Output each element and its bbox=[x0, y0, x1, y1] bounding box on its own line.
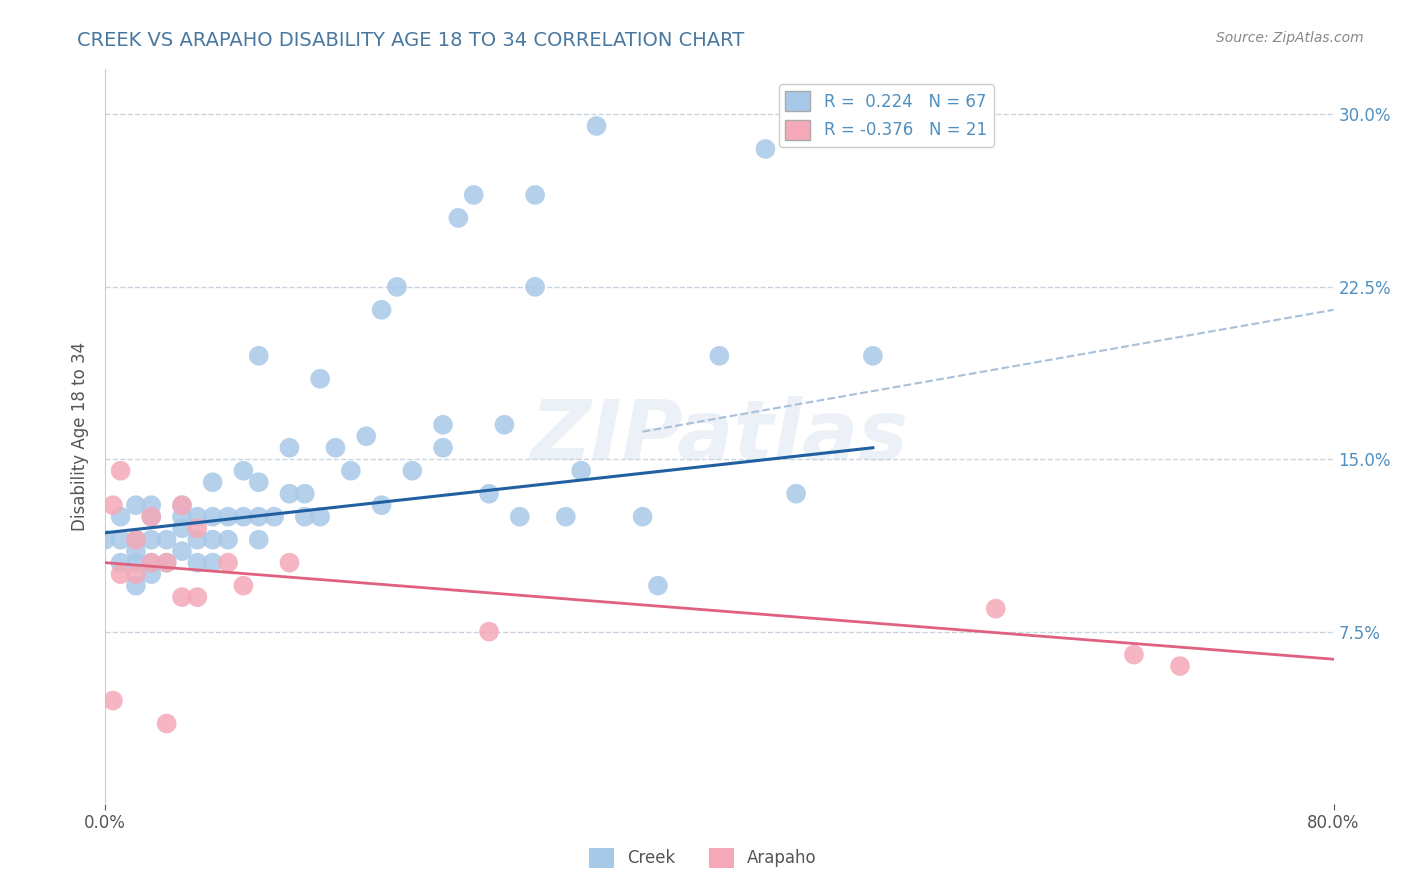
Point bbox=[494, 417, 516, 432]
Point bbox=[862, 349, 884, 363]
Point bbox=[186, 533, 208, 547]
Point bbox=[141, 509, 163, 524]
Point bbox=[401, 464, 423, 478]
Point bbox=[170, 521, 193, 535]
Point bbox=[110, 556, 132, 570]
Point bbox=[569, 464, 592, 478]
Point bbox=[217, 533, 239, 547]
Point bbox=[170, 498, 193, 512]
Point bbox=[509, 509, 531, 524]
Point bbox=[278, 441, 301, 455]
Text: ZIPatlas: ZIPatlas bbox=[530, 396, 908, 476]
Point bbox=[101, 498, 124, 512]
Point bbox=[585, 119, 607, 133]
Point bbox=[709, 349, 731, 363]
Point bbox=[101, 693, 124, 707]
Point bbox=[110, 567, 132, 582]
Point bbox=[186, 509, 208, 524]
Point bbox=[125, 544, 148, 558]
Point bbox=[201, 475, 224, 490]
Point bbox=[432, 441, 454, 455]
Point bbox=[247, 509, 270, 524]
Point bbox=[278, 556, 301, 570]
Point bbox=[170, 544, 193, 558]
Point bbox=[170, 509, 193, 524]
Point bbox=[141, 556, 163, 570]
Point bbox=[170, 590, 193, 604]
Point bbox=[125, 567, 148, 582]
Point bbox=[186, 556, 208, 570]
Point bbox=[1168, 659, 1191, 673]
Point bbox=[232, 464, 254, 478]
Point bbox=[447, 211, 470, 225]
Point bbox=[110, 533, 132, 547]
Point bbox=[340, 464, 363, 478]
Point bbox=[156, 533, 179, 547]
Point bbox=[294, 509, 316, 524]
Point bbox=[110, 464, 132, 478]
Point bbox=[94, 533, 117, 547]
Point bbox=[141, 498, 163, 512]
Point bbox=[186, 521, 208, 535]
Point bbox=[156, 556, 179, 570]
Point bbox=[309, 509, 332, 524]
Point bbox=[294, 486, 316, 500]
Point bbox=[984, 601, 1007, 615]
Point bbox=[125, 556, 148, 570]
Legend: Creek, Arapaho: Creek, Arapaho bbox=[582, 841, 824, 875]
Point bbox=[554, 509, 576, 524]
Point bbox=[125, 579, 148, 593]
Point bbox=[186, 590, 208, 604]
Point bbox=[201, 509, 224, 524]
Point bbox=[524, 280, 547, 294]
Point bbox=[141, 556, 163, 570]
Point bbox=[125, 533, 148, 547]
Point bbox=[125, 533, 148, 547]
Point bbox=[141, 567, 163, 582]
Point bbox=[278, 486, 301, 500]
Point bbox=[631, 509, 654, 524]
Point bbox=[125, 498, 148, 512]
Point bbox=[232, 579, 254, 593]
Point bbox=[478, 624, 501, 639]
Point bbox=[785, 486, 807, 500]
Point bbox=[1122, 648, 1144, 662]
Point bbox=[385, 280, 408, 294]
Point bbox=[217, 509, 239, 524]
Y-axis label: Disability Age 18 to 34: Disability Age 18 to 34 bbox=[72, 342, 89, 531]
Point bbox=[201, 556, 224, 570]
Point bbox=[754, 142, 776, 156]
Point bbox=[524, 188, 547, 202]
Point bbox=[141, 509, 163, 524]
Point bbox=[263, 509, 285, 524]
Point bbox=[354, 429, 377, 443]
Point bbox=[141, 533, 163, 547]
Point bbox=[247, 533, 270, 547]
Point bbox=[247, 475, 270, 490]
Point bbox=[170, 498, 193, 512]
Point bbox=[309, 372, 332, 386]
Point bbox=[370, 302, 392, 317]
Point bbox=[110, 509, 132, 524]
Legend: R =  0.224   N = 67, R = -0.376   N = 21: R = 0.224 N = 67, R = -0.376 N = 21 bbox=[779, 84, 994, 146]
Text: CREEK VS ARAPAHO DISABILITY AGE 18 TO 34 CORRELATION CHART: CREEK VS ARAPAHO DISABILITY AGE 18 TO 34… bbox=[77, 31, 745, 50]
Point bbox=[325, 441, 347, 455]
Point bbox=[370, 498, 392, 512]
Text: Source: ZipAtlas.com: Source: ZipAtlas.com bbox=[1216, 31, 1364, 45]
Point bbox=[463, 188, 485, 202]
Point bbox=[156, 716, 179, 731]
Point bbox=[478, 486, 501, 500]
Point bbox=[156, 556, 179, 570]
Point bbox=[201, 533, 224, 547]
Point bbox=[432, 417, 454, 432]
Point bbox=[232, 509, 254, 524]
Point bbox=[247, 349, 270, 363]
Point bbox=[217, 556, 239, 570]
Point bbox=[647, 579, 669, 593]
